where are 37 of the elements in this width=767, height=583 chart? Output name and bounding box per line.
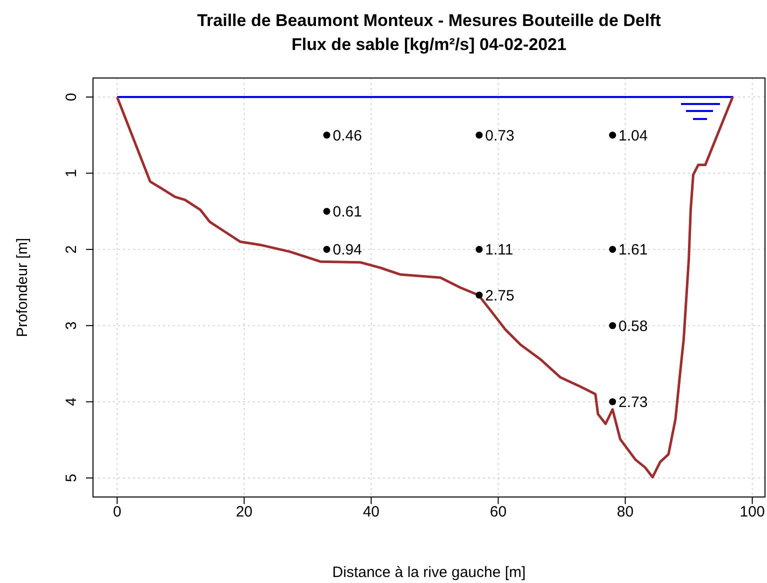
annotation: 2.73 (618, 394, 648, 412)
annotation: 0.46 (332, 127, 362, 144)
x-tick-label: 20 (236, 504, 253, 521)
x-tick-label: 40 (362, 504, 380, 521)
line-series (116, 96, 734, 478)
chart-subtitle: Flux de sable [kg/m²/s] 04-02-2021 (292, 35, 566, 54)
x-tick-label: 60 (490, 504, 507, 521)
x-tick-label: 100 (740, 504, 765, 521)
y-tick-label: 5 (63, 474, 80, 482)
chart-title: Traille de Beaumont Monteux - Mesures Bouteille de Delft (197, 11, 662, 30)
annotation: 1.11 (485, 242, 514, 259)
point (476, 246, 483, 253)
y-axis-title: Profondeur [m] (14, 238, 31, 338)
annotation: 1.61 (618, 242, 648, 259)
annotation: 1.04 (618, 127, 648, 144)
point (609, 132, 616, 139)
annotation: 2.75 (485, 287, 514, 304)
annotation: 0.73 (485, 127, 514, 144)
annotation: 0.94 (332, 242, 362, 259)
x-tick-label: 80 (616, 504, 634, 521)
point (609, 398, 616, 406)
point (609, 246, 616, 253)
y-tick-label: 4 (63, 398, 80, 406)
point (323, 208, 330, 215)
y-tick-label: 2 (63, 245, 80, 254)
y-tick-label: 3 (63, 321, 80, 330)
y-tick-label: 1 (63, 169, 80, 178)
point (323, 132, 330, 139)
annotation: 0.58 (618, 318, 648, 335)
point (476, 292, 483, 299)
point (476, 132, 483, 139)
point (323, 246, 330, 253)
point (609, 322, 616, 330)
x-axis-title: Distance à la rive gauche [m] (332, 564, 526, 581)
y-tick-label: 0 (63, 92, 80, 102)
x-tick-label: 0 (112, 504, 122, 521)
annotation: 0.61 (332, 204, 362, 221)
